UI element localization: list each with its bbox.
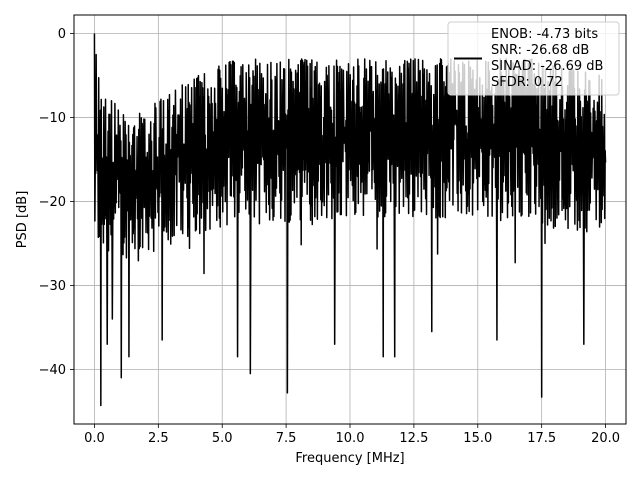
y-axis-label: PSD [dB] bbox=[15, 191, 30, 249]
x-tick-label: 12.5 bbox=[399, 431, 428, 446]
y-tick-label: −40 bbox=[39, 363, 66, 378]
x-axis-label: Frequency [MHz] bbox=[295, 451, 404, 466]
legend-entry-snr: SNR: -26.68 dB bbox=[491, 43, 589, 58]
x-tick-label: 15.0 bbox=[463, 431, 492, 446]
legend-entry-enob: ENOB: -4.73 bits bbox=[491, 27, 598, 42]
x-tick-label: 17.5 bbox=[527, 431, 556, 446]
y-tick-label: −20 bbox=[39, 195, 66, 210]
x-tick-label: 5.0 bbox=[212, 431, 233, 446]
series-psd bbox=[93, 33, 607, 407]
y-tick-label: −10 bbox=[39, 111, 66, 126]
legend-entry-sinad: SINAD: -26.69 dB bbox=[491, 59, 603, 74]
x-tick-label: 20.0 bbox=[591, 431, 620, 446]
legend: ENOB: -4.73 bits SNR: -26.68 dB SINAD: -… bbox=[447, 21, 620, 96]
y-tick-label: 0 bbox=[58, 27, 66, 42]
axis-ticks: 0.0 2.5 5.0 7.5 10.0 12.5 15.0 17.5 20.0 0 −10 −20 −… bbox=[39, 27, 620, 446]
y-tick-label: −30 bbox=[39, 279, 66, 294]
x-tick-label: 7.5 bbox=[276, 431, 297, 446]
x-tick-label: 0.0 bbox=[84, 431, 105, 446]
psd-trace bbox=[93, 33, 607, 407]
legend-box bbox=[447, 21, 620, 96]
x-tick-label: 10.0 bbox=[336, 431, 365, 446]
x-tick-label: 2.5 bbox=[148, 431, 169, 446]
legend-entry-sfdr: SFDR: 0.72 bbox=[491, 75, 563, 90]
